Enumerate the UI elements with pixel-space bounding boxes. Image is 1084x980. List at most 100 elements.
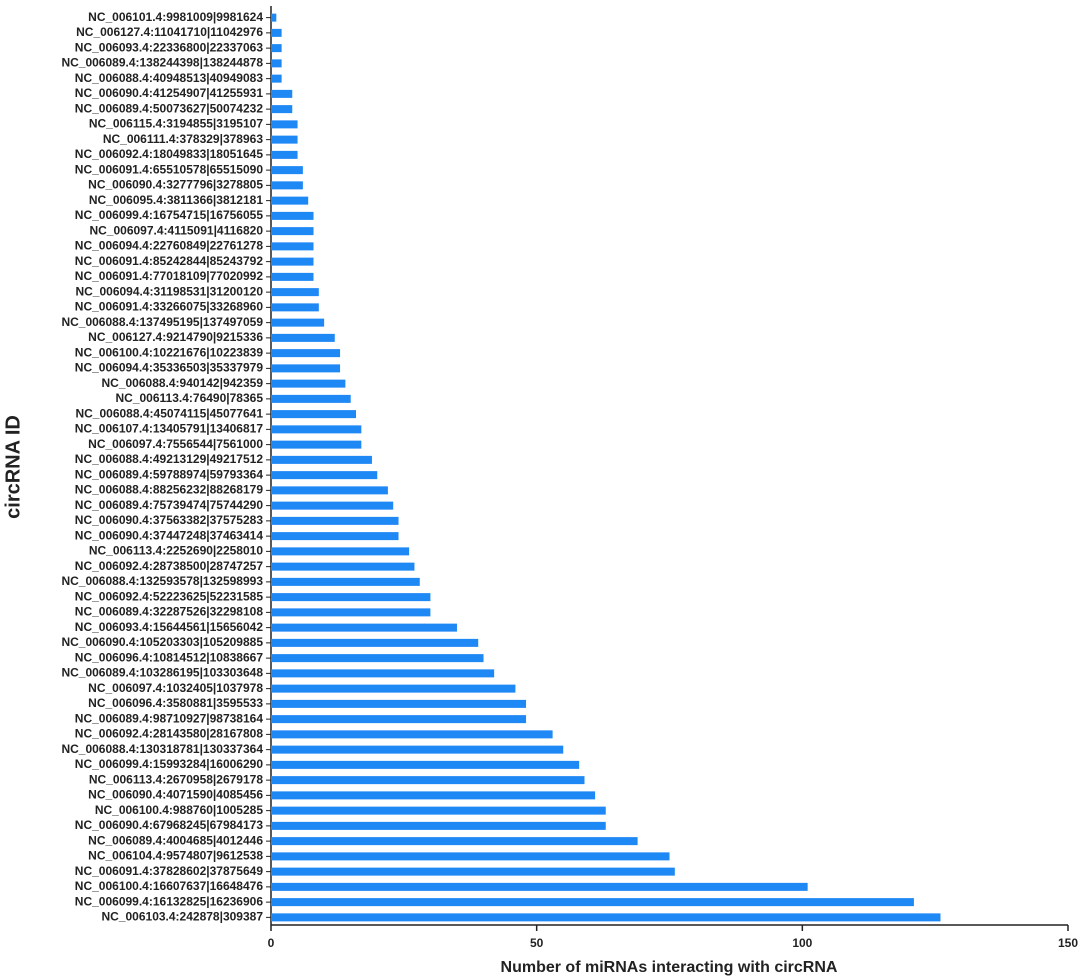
y-tick-label: NC_006097.4:7556544|7561000 bbox=[88, 437, 263, 451]
y-tick-label: NC_006100.4:16607637|16648476 bbox=[75, 879, 264, 893]
y-tick-label: NC_006096.4:10814512|10838667 bbox=[75, 650, 264, 664]
bar bbox=[271, 501, 394, 510]
bar bbox=[271, 272, 314, 281]
bar bbox=[271, 89, 293, 98]
y-tick-label: NC_006091.4:37828602|37875649 bbox=[75, 864, 264, 878]
y-tick-label: NC_006089.4:103286195|103303648 bbox=[61, 666, 263, 680]
y-tick-label: NC_006094.4:35336503|35337979 bbox=[75, 361, 264, 375]
bar bbox=[271, 181, 303, 190]
bar bbox=[271, 516, 399, 525]
bar bbox=[271, 562, 415, 571]
bar bbox=[271, 745, 564, 754]
bar bbox=[271, 669, 495, 678]
y-tick-label: NC_006100.4:988760|1005285 bbox=[95, 803, 263, 817]
bar bbox=[271, 867, 675, 876]
y-tick-label: NC_006091.4:85242844|85243792 bbox=[75, 254, 264, 268]
x-tick-label: 0 bbox=[268, 936, 275, 950]
y-tick-label: NC_006107.4:13405791|13406817 bbox=[75, 422, 264, 436]
bar bbox=[271, 44, 282, 53]
bar bbox=[271, 120, 298, 129]
bar bbox=[271, 349, 341, 358]
bar bbox=[271, 791, 596, 800]
bar bbox=[271, 440, 362, 449]
y-tick-label: NC_006089.4:59788974|59793364 bbox=[75, 467, 264, 481]
y-tick-label: NC_006100.4:10221676|10223839 bbox=[75, 345, 264, 359]
y-tick-label: NC_006113.4:2252690|2258010 bbox=[89, 544, 264, 558]
y-tick-label: NC_006093.4:15644561|15656042 bbox=[75, 620, 264, 634]
bar bbox=[271, 74, 282, 83]
bar bbox=[271, 196, 309, 205]
bar bbox=[271, 257, 314, 266]
y-tick-label: NC_006104.4:9574807|9612538 bbox=[88, 849, 263, 863]
y-tick-label: NC_006089.4:50073627|50074232 bbox=[75, 101, 264, 115]
y-tick-label: NC_006089.4:32287526|32298108 bbox=[75, 605, 264, 619]
y-tick-label: NC_006094.4:31198531|31200120 bbox=[75, 284, 263, 298]
bar bbox=[271, 913, 941, 922]
y-tick-label: NC_006089.4:98710927|98738164 bbox=[75, 711, 264, 725]
bar bbox=[271, 455, 372, 464]
bar bbox=[271, 333, 335, 342]
y-tick-label: NC_006099.4:16132825|16236906 bbox=[75, 894, 264, 908]
bar bbox=[271, 547, 410, 556]
bar bbox=[271, 608, 431, 617]
bar bbox=[271, 760, 580, 769]
bar bbox=[271, 821, 606, 830]
bar bbox=[271, 684, 516, 693]
y-tick-label: NC_006103.4:242878|309387 bbox=[102, 910, 264, 924]
y-tick-label: NC_006090.4:41254907|41255931 bbox=[75, 86, 264, 100]
bar bbox=[271, 837, 638, 846]
bar bbox=[271, 394, 351, 403]
y-tick-label: NC_006093.4:22336800|22337063 bbox=[75, 40, 264, 54]
bar bbox=[271, 105, 293, 114]
y-tick-label: NC_006111.4:378329|378963 bbox=[103, 132, 263, 146]
y-tick-label: NC_006090.4:37447248|37463414 bbox=[75, 528, 264, 542]
y-tick-label: NC_006113.4:76490|78365 bbox=[116, 391, 264, 405]
y-tick-label: NC_006089.4:4004685|4012446 bbox=[88, 833, 263, 847]
bar bbox=[271, 59, 282, 68]
bar bbox=[271, 318, 325, 327]
bar bbox=[271, 303, 319, 312]
y-tick-label: NC_006088.4:132593578|132598993 bbox=[61, 574, 263, 588]
bar bbox=[271, 882, 808, 891]
x-axis-title: Number of miRNAs interacting with circRN… bbox=[501, 959, 838, 976]
bar bbox=[271, 898, 914, 907]
bar bbox=[271, 699, 527, 708]
bar bbox=[271, 364, 341, 373]
y-tick-label: NC_006091.4:77018109|77020992 bbox=[75, 269, 264, 283]
x-tick-label: 150 bbox=[1058, 936, 1078, 950]
bar bbox=[271, 211, 314, 220]
y-tick-label: NC_006113.4:2670958|2679178 bbox=[89, 772, 264, 786]
bar bbox=[271, 623, 457, 632]
bar bbox=[271, 715, 527, 724]
y-axis-title: circRNA ID bbox=[2, 415, 24, 519]
bar bbox=[271, 410, 357, 419]
bar bbox=[271, 135, 298, 144]
y-tick-label: NC_006092.4:28143580|28167808 bbox=[75, 727, 264, 741]
bar bbox=[271, 28, 282, 37]
y-tick-label: NC_006089.4:138244398|138244878 bbox=[61, 56, 263, 70]
y-tick-label: NC_006127.4:9214790|9215336 bbox=[88, 330, 263, 344]
y-tick-label: NC_006089.4:75739474|75744290 bbox=[75, 498, 264, 512]
bar bbox=[271, 730, 553, 739]
y-tick-label: NC_006097.4:4115091|4116820 bbox=[89, 223, 263, 237]
y-tick-label: NC_006090.4:67968245|67984173 bbox=[75, 818, 264, 832]
y-tick-label: NC_006091.4:65510578|65515090 bbox=[75, 162, 264, 176]
y-tick-label: NC_006096.4:3580881|3595533 bbox=[88, 696, 263, 710]
bar bbox=[271, 532, 399, 541]
y-tick-label: NC_006090.4:3277796|3278805 bbox=[88, 178, 263, 192]
y-tick-label: NC_006088.4:49213129|49217512 bbox=[75, 452, 264, 466]
bar bbox=[271, 425, 362, 434]
y-tick-label: NC_006115.4:3194855|3195107 bbox=[89, 117, 264, 131]
y-tick-label: NC_006101.4:9981009|9981624 bbox=[88, 10, 263, 24]
bar bbox=[271, 227, 314, 236]
y-tick-label: NC_006092.4:52223625|52231585 bbox=[75, 589, 264, 603]
x-tick-label: 50 bbox=[530, 936, 544, 950]
bar bbox=[271, 776, 585, 785]
bar bbox=[271, 654, 484, 663]
bar bbox=[271, 288, 319, 297]
y-tick-label: NC_006088.4:940142|942359 bbox=[102, 376, 264, 390]
bar bbox=[271, 577, 420, 586]
y-tick-label: NC_006088.4:88256232|88268179 bbox=[75, 483, 264, 497]
bar bbox=[271, 13, 277, 22]
